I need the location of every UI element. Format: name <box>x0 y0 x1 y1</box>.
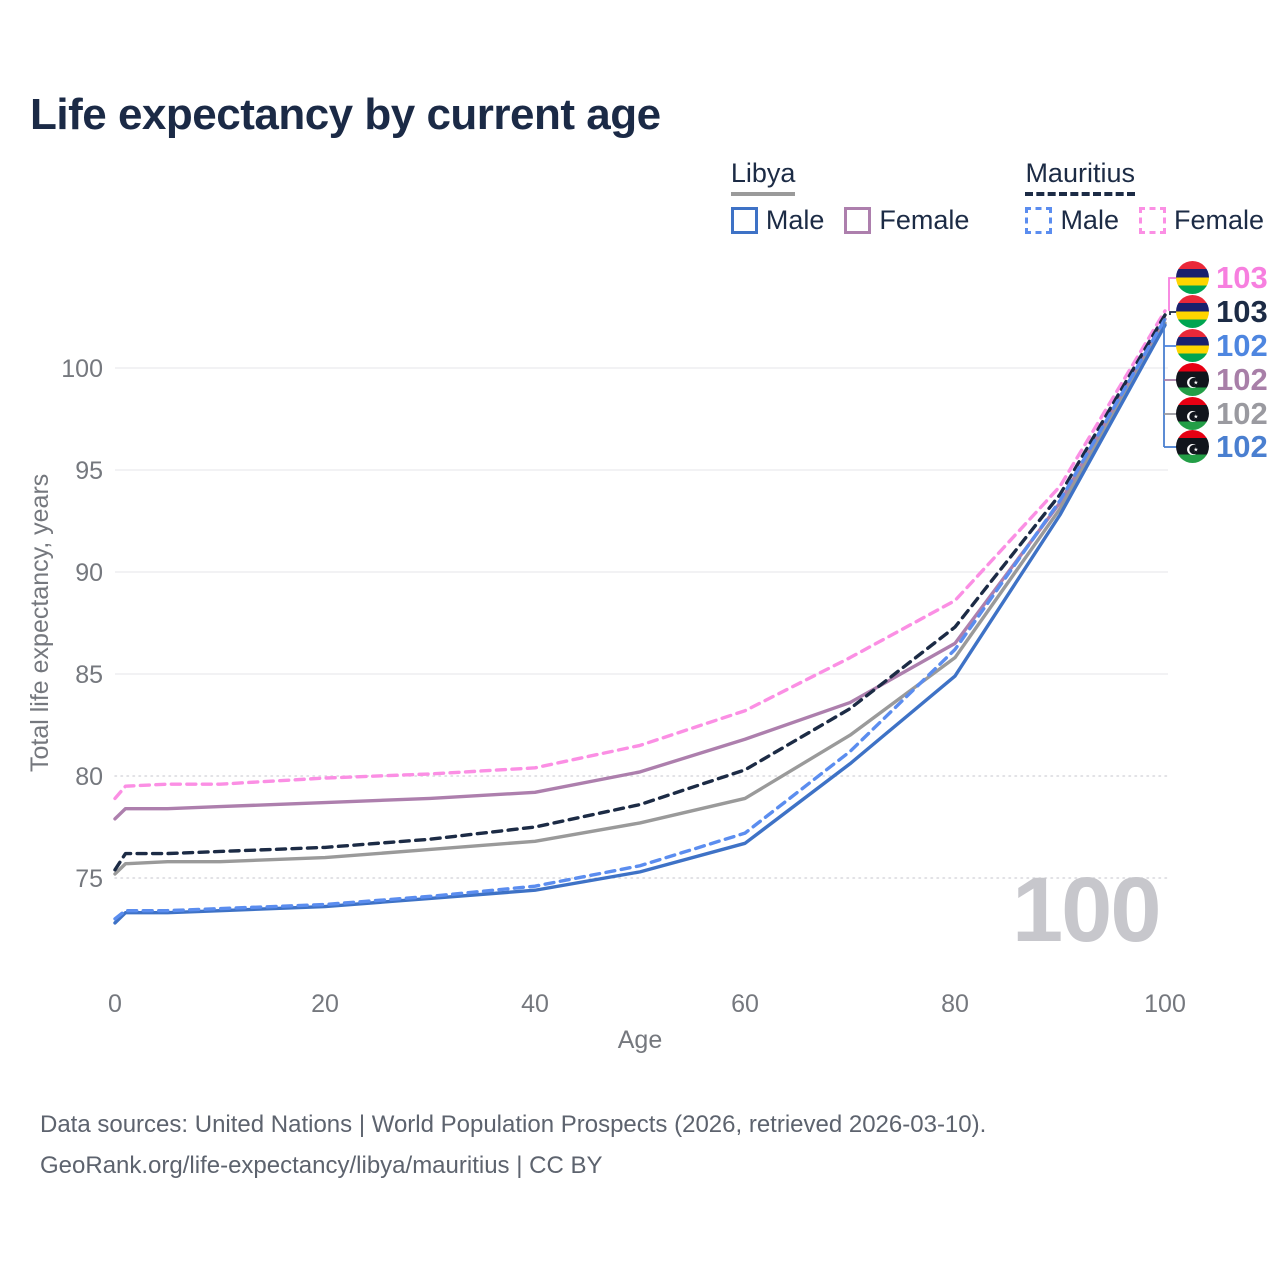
chart-series-lines <box>113 309 1167 925</box>
endpoint-row-mauritius-both: 103 <box>1176 295 1268 329</box>
legend-item-libya-male[interactable]: Male <box>730 205 825 236</box>
libya-flag-icon: ☪ <box>1176 396 1209 430</box>
age-counter-watermark: 100 <box>1012 859 1161 961</box>
y-axis-title: Total life expectancy, years <box>26 473 54 773</box>
legend-item-libya-female[interactable]: Female <box>844 205 969 236</box>
endpoint-value: 103 <box>1216 294 1268 330</box>
mauritius-flag-icon <box>1176 261 1209 295</box>
svg-text:40: 40 <box>521 990 549 1018</box>
endpoint-value: 103 <box>1216 260 1268 296</box>
libya-flag-icon: ☪ <box>1176 430 1209 464</box>
endpoint-row-mauritius-male: 102 <box>1176 327 1268 363</box>
crescent-star-icon: ☪ <box>1185 408 1200 426</box>
legend-group-libya: Libya Male Female <box>730 158 969 236</box>
mauritius-male-swatch-icon <box>1025 207 1053 234</box>
axis-tick-labels: 75 80 85 90 95 100 0 20 40 60 80 100 <box>61 355 1186 1018</box>
endpoint-value: 102 <box>1216 361 1268 397</box>
legend-group-mauritius: Mauritius Male Female <box>1025 158 1264 236</box>
footer: Data sources: United Nations | World Pop… <box>40 1104 986 1186</box>
endpoint-labels: 103 103 102 ☪ 102 ☪ 102 ☪ 102 <box>1176 261 1268 464</box>
svg-text:75: 75 <box>75 865 103 893</box>
svg-text:80: 80 <box>941 990 969 1018</box>
svg-text:100: 100 <box>1144 990 1186 1018</box>
endpoint-row-mauritius-female: 103 <box>1176 261 1268 295</box>
svg-text:100: 100 <box>61 355 103 383</box>
svg-text:60: 60 <box>731 990 759 1018</box>
legend-item-mauritius-female[interactable]: Female <box>1138 205 1264 236</box>
libya-female-swatch-icon <box>844 207 872 234</box>
legend: Libya Male Female Mauritius Male Female <box>730 158 1264 236</box>
footer-sources-line: Data sources: United Nations | World Pop… <box>40 1111 987 1138</box>
gridlines <box>114 367 1169 879</box>
legend-mauritius-title: Mauritius <box>1025 158 1135 196</box>
mauritius-female-swatch-icon <box>1138 207 1166 234</box>
legend-item-label: Female <box>879 205 970 235</box>
svg-text:85: 85 <box>75 661 103 689</box>
crescent-star-icon: ☪ <box>1185 442 1200 460</box>
svg-text:80: 80 <box>75 763 103 791</box>
libya-flag-icon: ☪ <box>1176 362 1209 396</box>
legend-libya-title: Libya <box>730 158 796 196</box>
endpoint-value: 102 <box>1216 395 1268 431</box>
svg-text:0: 0 <box>108 990 122 1018</box>
crescent-star-icon: ☪ <box>1185 374 1200 392</box>
x-axis-title: Age <box>617 1026 663 1054</box>
libya-male-swatch-icon <box>730 207 758 234</box>
legend-item-label: Female <box>1173 205 1264 235</box>
endpoint-row-libya-both: ☪ 102 <box>1176 396 1268 430</box>
mauritius-flag-icon <box>1176 295 1209 329</box>
mauritius-flag-icon <box>1176 328 1209 362</box>
page-title: Life expectancy by current age <box>30 90 661 139</box>
footer-link-line: GeoRank.org/life-expectancy/libya/maurit… <box>40 1152 603 1179</box>
endpoint-row-libya-male: ☪ 102 <box>1176 430 1268 464</box>
legend-item-mauritius-male[interactable]: Male <box>1025 205 1119 236</box>
svg-text:20: 20 <box>311 990 339 1018</box>
legend-item-label: Male <box>1060 205 1119 235</box>
endpoint-value: 102 <box>1216 327 1268 363</box>
legend-item-label: Male <box>765 205 825 235</box>
svg-text:90: 90 <box>75 559 103 587</box>
endpoint-value: 102 <box>1216 429 1268 465</box>
endpoint-leader-lines <box>1163 277 1177 448</box>
svg-text:95: 95 <box>75 457 103 485</box>
endpoint-row-libya-female: ☪ 102 <box>1176 362 1268 396</box>
